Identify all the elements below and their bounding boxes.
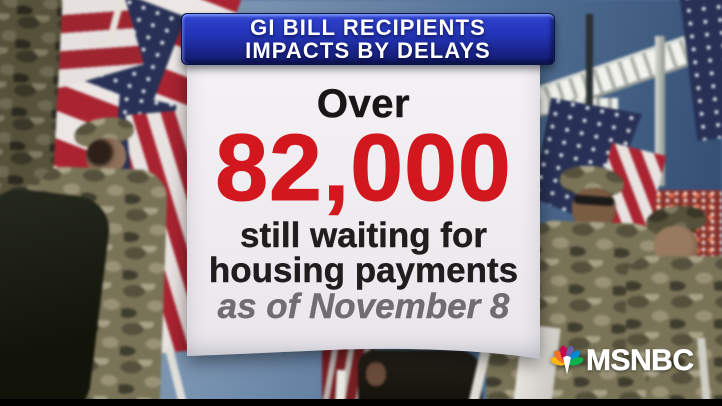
truss-pole	[655, 36, 665, 186]
letterbox-bar	[0, 399, 722, 406]
network-wordmark: MSNBC	[586, 344, 694, 378]
card-desc-line1: still waiting for	[240, 216, 487, 256]
statistic-card-surface: Over 82,000 still waiting for housing pa…	[187, 59, 540, 361]
card-figure-text: 82,000	[215, 115, 512, 221]
card-lead-text: Over	[316, 82, 411, 126]
flagpole-dark	[586, 14, 593, 179]
network-bug: MSNBC	[550, 344, 694, 378]
camo-strip-bottom-right	[486, 352, 646, 406]
card-as-of-date: as of November 8	[217, 287, 510, 327]
statistic-card: Over 82,000 still waiting for housing pa…	[187, 59, 540, 361]
banner-line-2: IMPACTS BY DELAYS	[245, 38, 491, 63]
soldier-bottom-face	[366, 362, 386, 386]
nbc-peacock-icon	[550, 346, 584, 375]
headline-banner: GI BILL RECIPIENTS IMPACTS BY DELAYS	[181, 13, 555, 65]
card-desc-line2: housing payments	[208, 251, 519, 291]
banner-line-1: GI BILL RECIPIENTS	[250, 15, 486, 40]
